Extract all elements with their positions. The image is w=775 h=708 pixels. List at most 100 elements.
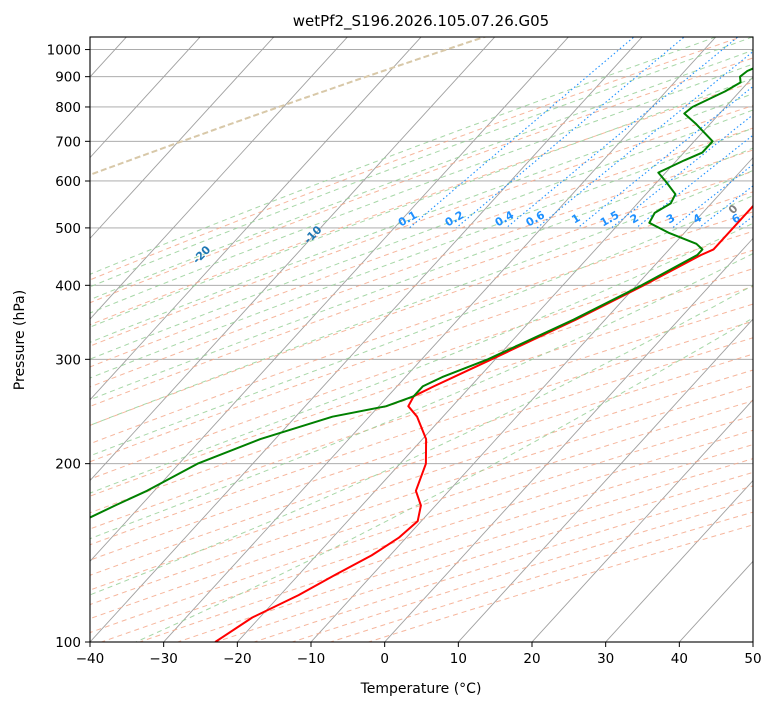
dry-adiabat-line (90, 57, 753, 304)
mixing-ratio-label: 0.6 (524, 208, 548, 229)
mixing-ratio-line (577, 85, 753, 229)
mixing-ratio-line (672, 163, 753, 229)
x-tick-label: 40 (671, 651, 688, 667)
dry-adiabat-line (90, 81, 753, 326)
chart-title: wetPf2_S196.2026.105.07.26.G05 (293, 12, 549, 31)
mixing-ratio-line (737, 215, 753, 229)
mixing-ratio-line (536, 50, 753, 229)
moist-adiabat-line (90, 63, 753, 314)
y-tick-label: 1000 (47, 43, 81, 59)
isotherm-line (90, 37, 570, 562)
x-tick-label: 0 (380, 651, 389, 667)
dry-adiabat-line (90, 170, 753, 407)
dry-adiabat-line (90, 105, 753, 347)
dry-adiabat-label: -20 (190, 243, 213, 266)
dry-adiabat-line (90, 268, 753, 497)
x-tick-label: −30 (149, 651, 178, 667)
mixing-ratio-label: 2 (628, 211, 641, 226)
dewpoint-profile-line (90, 67, 753, 519)
mixing-ratio-line (409, 37, 635, 229)
moist-adiabat-line (90, 109, 753, 360)
moist-adiabat-line (90, 252, 753, 540)
dry-adiabat-line (366, 524, 753, 642)
dry-adiabat-line (90, 400, 753, 620)
mixing-ratio-line (455, 37, 685, 229)
plot-frame (89, 36, 754, 643)
y-tick-label: 400 (55, 278, 81, 294)
isotherm-line (90, 37, 643, 642)
y-tick-label: 700 (55, 134, 81, 150)
dry-adiabat-line (252, 485, 753, 642)
moist-adiabat-line (90, 147, 753, 401)
y-tick-label: 600 (55, 174, 81, 190)
isotherm-line (90, 37, 422, 401)
y-axis-ticks: 100 200 300 400 500 600 700 800 900 1000 (47, 43, 90, 651)
mixing-ratio-label: 1.5 (598, 208, 621, 229)
moist-adiabat-line (135, 317, 753, 642)
isotherm-line (457, 318, 753, 642)
mixing-ratio-line (698, 185, 753, 229)
isotherm-line (0, 3, 10, 700)
isotherm-line (384, 237, 753, 642)
moist-adiabat-line (90, 37, 716, 275)
dry-adiabat-lines (90, 37, 753, 642)
dry-adiabat-line (90, 230, 753, 463)
y-tick-label: 500 (55, 221, 81, 237)
isotherm-line (163, 37, 717, 642)
dry-adiabat-line (90, 191, 753, 426)
mixing-ratio-line (505, 37, 739, 229)
x-tick-label: 50 (744, 651, 761, 667)
dry-adiabat-line (290, 498, 753, 642)
dry-adiabat-line (214, 471, 753, 642)
isotherm-line (678, 560, 753, 642)
dry-adiabat-line (90, 303, 753, 530)
sounding-profiles (90, 67, 753, 642)
dry-adiabat-line (90, 127, 753, 368)
dry-adiabat-line (90, 286, 753, 514)
dry-adiabat-line (90, 385, 753, 606)
moist-adiabat-line (90, 49, 753, 301)
y-tick-label: 800 (55, 100, 81, 116)
x-tick-label: −10 (297, 651, 326, 667)
moist-adiabat-line (90, 195, 753, 457)
dry-adiabat-line (90, 37, 743, 281)
mixing-ratio-label: 1 (569, 211, 582, 226)
dry-adiabat-line (90, 149, 753, 388)
isotherm-line (605, 479, 753, 642)
moist-adiabat-line (90, 93, 753, 343)
mixing-ratio-lines (90, 37, 753, 229)
moist-adiabat-line (90, 284, 753, 596)
isotherm-lines (0, 3, 753, 700)
mixing-ratio-label: 0.4 (493, 208, 517, 229)
dry-adiabat-line (90, 320, 753, 546)
x-tick-label: −20 (223, 651, 252, 667)
dry-adiabat-line (90, 211, 753, 445)
isotherm-line (90, 37, 275, 240)
mixing-ratio-label: 3 (664, 211, 677, 226)
dry-adiabat-line (90, 369, 753, 591)
x-tick-label: 20 (523, 651, 540, 667)
isotherm-line (90, 37, 349, 320)
plot-area: 0.10.20.40.611.52346810131620253036-100-… (0, 3, 771, 700)
mixing-ratio-label: 0.1 (396, 208, 419, 229)
moist-adiabat-line (90, 169, 753, 426)
x-axis-label: Temperature (°C) (360, 681, 482, 697)
moist-adiabat-lines (90, 37, 753, 642)
dry-adiabat-line (176, 458, 753, 642)
x-tick-label: 30 (597, 651, 614, 667)
y-axis-label: Pressure (hPa) (12, 290, 28, 390)
moist-adiabat-line (90, 222, 753, 494)
dry-adiabat-line (90, 415, 753, 634)
isotherm-line (236, 76, 753, 642)
dry-adiabat-line (90, 337, 753, 561)
y-tick-label: 900 (55, 70, 81, 86)
isotherm-line (531, 399, 753, 642)
overlay-labels: 0.10.20.40.611.52346810131620253036-100-… (190, 202, 771, 267)
moist-adiabat-line (90, 37, 753, 288)
mixing-ratio-label: 8 (758, 211, 771, 226)
dry-adiabat-line (90, 249, 753, 480)
x-axis-ticks: −40 −30 −20 −10 0 10 20 30 40 50 (76, 642, 762, 667)
y-tick-label: 300 (55, 352, 81, 368)
temperature-profile-line (214, 204, 753, 642)
